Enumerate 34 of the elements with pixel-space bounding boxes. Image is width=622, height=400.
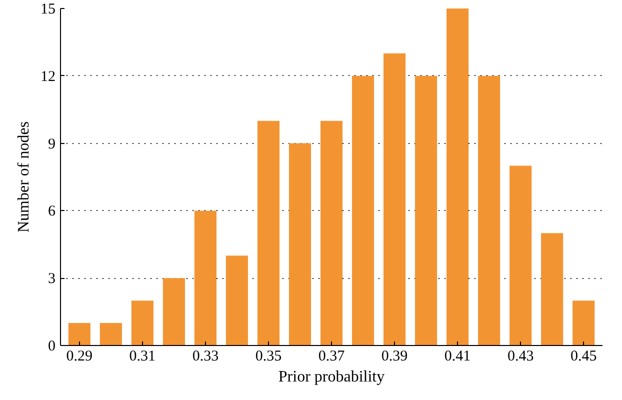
y-tick-label: 3	[48, 271, 56, 288]
bar	[446, 8, 469, 346]
bar	[383, 53, 406, 346]
x-tick-label: 0.37	[318, 348, 346, 364]
y-tick-label: 6	[48, 204, 56, 220]
bar	[352, 76, 374, 346]
bar	[100, 323, 122, 346]
x-tick-label: 0.45	[570, 348, 597, 364]
bar	[226, 256, 248, 346]
y-tick-label: 15	[40, 2, 56, 18]
x-tick-label: 0.31	[129, 348, 156, 364]
bar	[541, 233, 564, 346]
y-tick-label: 0	[48, 338, 56, 354]
bar	[68, 323, 90, 346]
bar	[320, 120, 343, 346]
bar	[257, 120, 280, 346]
bar	[415, 76, 438, 346]
y-tick-label: 12	[40, 68, 56, 85]
bar	[162, 278, 185, 346]
x-tick-label: 0.41	[444, 348, 471, 364]
bar	[131, 300, 154, 346]
y-axis-title: Number of nodes	[16, 121, 32, 233]
x-tick-label: 0.39	[381, 348, 408, 364]
y-tick-label: 9	[48, 136, 56, 152]
x-tick-label: 0.33	[192, 348, 219, 364]
x-tick-label: 0.29	[66, 348, 93, 364]
bar	[572, 300, 595, 346]
bar	[194, 210, 216, 346]
x-axis-title: Prior probability	[278, 368, 385, 386]
bar	[288, 143, 312, 346]
bar	[478, 76, 500, 346]
x-tick-label: 0.43	[507, 348, 534, 364]
bar	[510, 166, 532, 346]
x-tick-label: 0.35	[255, 348, 282, 364]
